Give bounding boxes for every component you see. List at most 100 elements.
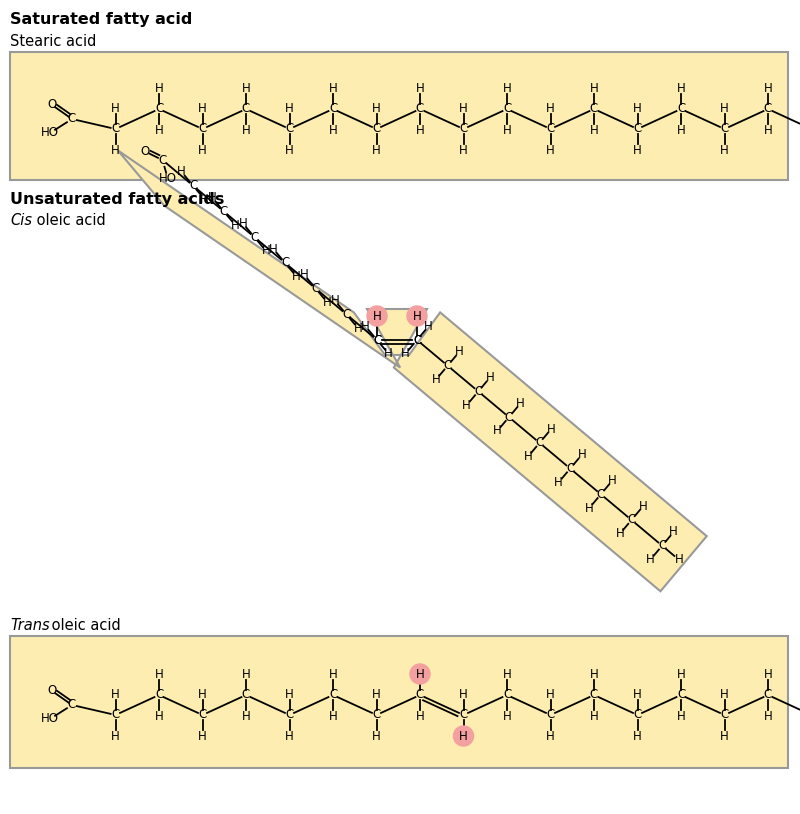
Text: HO: HO — [159, 173, 177, 186]
Text: C: C — [373, 334, 381, 347]
Text: H: H — [459, 143, 468, 156]
Text: C: C — [677, 103, 685, 116]
Text: H: H — [416, 710, 424, 723]
Text: H: H — [285, 102, 294, 115]
Text: H: H — [546, 102, 555, 115]
Text: H: H — [208, 191, 217, 204]
Text: C: C — [459, 122, 468, 135]
Text: C: C — [220, 205, 228, 218]
Text: C: C — [503, 689, 511, 702]
Text: H: H — [546, 729, 555, 742]
Text: C: C — [764, 103, 772, 116]
FancyBboxPatch shape — [10, 636, 788, 768]
Text: H: H — [178, 165, 186, 178]
Text: C: C — [546, 122, 554, 135]
Text: C: C — [459, 708, 468, 721]
Text: C: C — [372, 122, 381, 135]
Text: H: H — [154, 124, 163, 137]
Text: H: H — [546, 688, 555, 701]
Text: Cis: Cis — [10, 213, 32, 228]
Text: HO: HO — [41, 712, 59, 725]
Text: H: H — [502, 710, 511, 723]
Text: C: C — [634, 122, 642, 135]
Text: H: H — [633, 688, 642, 701]
Text: H: H — [677, 667, 686, 681]
Text: H: H — [329, 124, 338, 137]
Text: C: C — [634, 708, 642, 721]
Text: H: H — [677, 81, 686, 94]
Text: H: H — [198, 688, 207, 701]
Text: H: H — [516, 397, 525, 409]
Text: HO: HO — [41, 126, 59, 139]
Text: H: H — [590, 667, 598, 681]
Text: H: H — [677, 710, 686, 723]
Text: H: H — [590, 81, 598, 94]
Text: H: H — [585, 501, 594, 514]
Text: C: C — [158, 154, 166, 167]
Text: C: C — [311, 282, 320, 295]
Text: H: H — [633, 102, 642, 115]
Text: H: H — [633, 143, 642, 156]
Text: H: H — [154, 710, 163, 723]
Text: C: C — [627, 514, 636, 527]
Text: H: H — [413, 309, 422, 322]
Text: C: C — [658, 539, 666, 552]
Text: H: H — [242, 710, 250, 723]
Circle shape — [407, 306, 427, 326]
Text: H: H — [111, 143, 120, 156]
Text: Stearic acid: Stearic acid — [10, 34, 96, 49]
Text: H: H — [416, 124, 424, 137]
Text: H: H — [416, 81, 424, 94]
Text: H: H — [300, 269, 309, 282]
Text: H: H — [459, 729, 468, 742]
Text: C: C — [155, 103, 163, 116]
Text: H: H — [372, 143, 381, 156]
Text: O: O — [140, 145, 150, 158]
Text: H: H — [198, 143, 207, 156]
Text: H: H — [615, 527, 624, 540]
Text: C: C — [155, 689, 163, 702]
Text: H: H — [524, 450, 532, 463]
Text: C: C — [242, 103, 250, 116]
Text: H: H — [111, 729, 120, 742]
Text: C: C — [416, 103, 424, 116]
Text: H: H — [200, 193, 209, 206]
Text: C: C — [505, 410, 513, 423]
Text: H: H — [262, 244, 270, 257]
Text: H: H — [424, 320, 433, 333]
Text: H: H — [154, 81, 163, 94]
Text: C: C — [590, 103, 598, 116]
Text: H: H — [329, 710, 338, 723]
Text: C: C — [443, 359, 452, 372]
Text: H: H — [670, 525, 678, 538]
Circle shape — [454, 726, 474, 746]
Text: H: H — [432, 373, 441, 386]
Text: H: H — [372, 688, 381, 701]
Text: H: H — [330, 294, 339, 307]
Text: H: H — [154, 667, 163, 681]
Text: C: C — [413, 334, 421, 347]
Text: H: H — [720, 729, 729, 742]
Text: C: C — [535, 436, 544, 449]
Text: H: H — [269, 243, 278, 256]
Text: H: H — [238, 217, 247, 230]
Text: H: H — [502, 124, 511, 137]
Text: H: H — [502, 667, 511, 681]
Text: H: H — [373, 309, 382, 322]
Text: H: H — [608, 474, 617, 487]
Text: C: C — [198, 122, 206, 135]
Text: H: H — [372, 102, 381, 115]
Text: H: H — [323, 295, 332, 309]
Text: C: C — [503, 103, 511, 116]
Text: H: H — [493, 424, 502, 437]
Text: C: C — [286, 122, 294, 135]
Text: H: H — [720, 688, 729, 701]
Text: C: C — [372, 708, 381, 721]
Text: H: H — [329, 667, 338, 681]
Text: H: H — [285, 688, 294, 701]
Text: H: H — [502, 81, 511, 94]
Text: C: C — [342, 308, 350, 321]
Text: H: H — [764, 81, 772, 94]
Text: H: H — [111, 688, 120, 701]
Text: Saturated fatty acid: Saturated fatty acid — [10, 12, 192, 27]
